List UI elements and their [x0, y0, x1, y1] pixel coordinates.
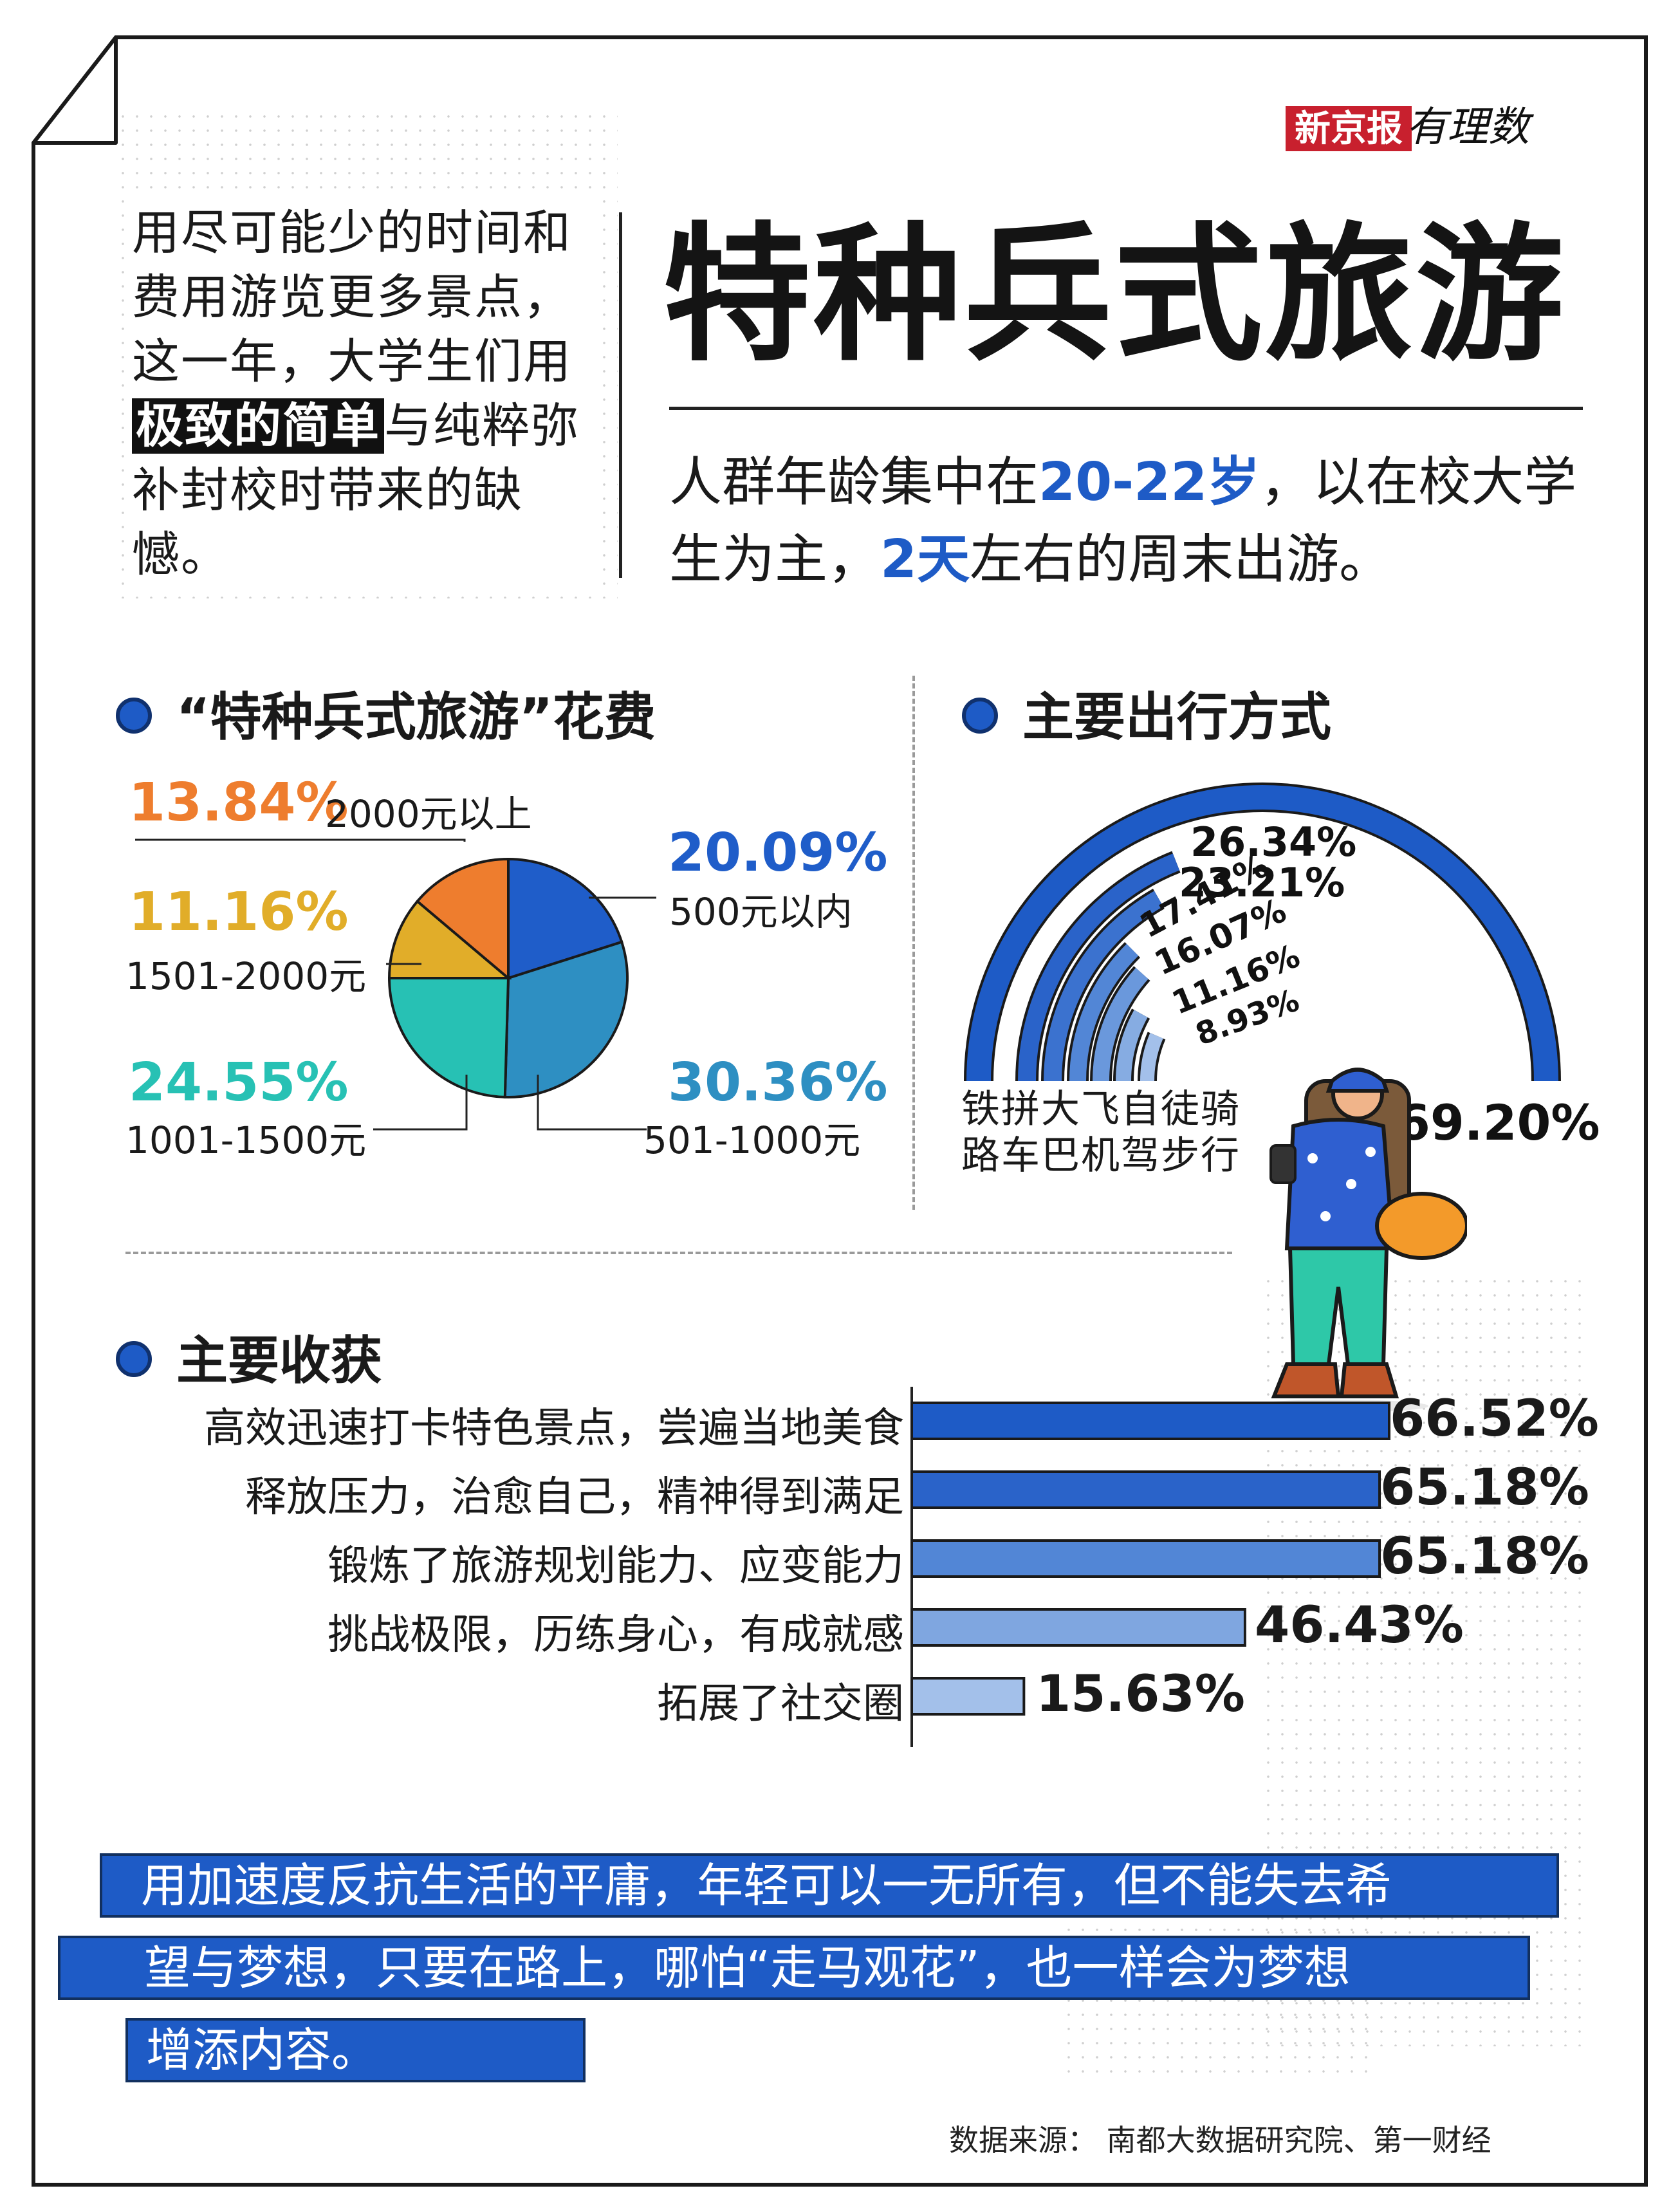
transport-label-自驾: 自驾: [1121, 1087, 1159, 1178]
pie-label-2000plus: 2000元以上: [325, 792, 532, 836]
subtitle-days: 2天: [880, 529, 970, 590]
gains-label-1: 高效迅速打卡特色景点，尝遍当地美食: [204, 1405, 904, 1452]
bullet-icon: [116, 1341, 152, 1378]
intro-highlight: 极致的简单: [132, 398, 384, 454]
brand-sub-logo: 有理数: [1406, 104, 1529, 151]
pie-label-1501-2000: 1501-2000元: [125, 954, 367, 998]
transport-label-铁路: 铁路: [961, 1087, 1000, 1178]
transport-arc-1: [1018, 853, 1180, 1082]
transport-value-铁路: 69.20%: [1396, 1094, 1600, 1151]
pie-slice-2: [387, 977, 510, 1098]
section-title-cost: “特种兵式旅游”花费: [116, 676, 656, 750]
section-title-gains-text: 主要收获: [176, 1331, 382, 1391]
section-title-transport-text: 主要出行方式: [1022, 687, 1331, 747]
quote-line-1: 用加速度反抗生活的平庸，年轻可以一无所有，但不能失去希: [100, 1853, 1559, 1918]
intro-text: 用尽可能少的时间和费用游览更多景点，这一年，大学生们用极致的简单与纯粹弥补封校时…: [132, 201, 595, 587]
transport-label-拼车: 拼车: [1001, 1087, 1040, 1178]
section-title-transport: 主要出行方式: [962, 676, 1331, 750]
gains-bar-2: [910, 1470, 1381, 1509]
vertical-divider: [912, 676, 915, 1210]
gains-bar-3: [910, 1539, 1381, 1578]
pie-value-501-1000: 30.36%: [668, 1052, 888, 1113]
transport-label-飞机: 飞机: [1081, 1087, 1120, 1178]
gains-value-3: 65.18%: [1380, 1528, 1589, 1586]
transport-arc-6: [1140, 1033, 1163, 1082]
transport-arc-3: [1069, 943, 1139, 1082]
pie-label-1001-1500: 1001-1500元: [125, 1118, 367, 1162]
pie-label-501-1000: 501-1000元: [643, 1118, 861, 1162]
intro-divider: [619, 212, 622, 578]
pie-slice-0: [507, 857, 623, 980]
gains-bar-5: [910, 1677, 1026, 1716]
bullet-icon: [962, 698, 998, 734]
duffel-bag-icon: [1375, 1192, 1467, 1260]
gains-value-2: 65.18%: [1380, 1459, 1589, 1517]
brand-logo: 新京报: [1286, 106, 1412, 151]
gains-label-5: 拓展了社交圈: [657, 1680, 904, 1728]
subtitle-part2: ，以在校大学生为主，: [669, 452, 1577, 590]
title-underline: [669, 407, 1583, 410]
transport-label-骑行: 骑行: [1201, 1087, 1239, 1178]
page-title: 特种兵式旅游: [663, 210, 1567, 382]
pie-value-2000plus: 13.84%: [129, 772, 349, 833]
section-title-cost-text: “特种兵式旅游”花费: [176, 687, 656, 747]
gains-value-1: 66.52%: [1390, 1390, 1599, 1448]
transport-label-大巴: 大巴: [1041, 1087, 1080, 1178]
traveler-illustration: [1248, 1068, 1467, 1412]
subtitle-part1: 人群年龄集中在: [669, 452, 1039, 513]
transport-arc-5: [1116, 1010, 1148, 1082]
pie-value-1001-1500: 24.55%: [129, 1052, 349, 1113]
gains-bar-1: [910, 1402, 1390, 1440]
gains-label-2: 释放压力，治愈自己，精神得到满足: [245, 1474, 904, 1521]
pie-label-500: 500元以内: [669, 890, 853, 934]
transport-label-徒步: 徒步: [1161, 1087, 1199, 1178]
phone-icon: [1269, 1144, 1297, 1184]
pie-value-1501-2000: 11.16%: [129, 882, 349, 943]
pie-slice-4: [415, 857, 510, 981]
gains-bar-4: [910, 1608, 1246, 1647]
gains-value-4: 46.43%: [1255, 1597, 1464, 1654]
pie-slice-1: [503, 940, 629, 1098]
gains-value-5: 15.63%: [1036, 1665, 1245, 1723]
data-source: 数据来源： 南都大数据研究院、第一财经: [949, 2123, 1491, 2158]
horizontal-divider: [125, 1252, 1232, 1254]
leader-line-1000: [537, 1075, 647, 1131]
section-title-gains: 主要收获: [116, 1319, 382, 1394]
transport-value-大巴: 23.21%: [1179, 859, 1345, 906]
gains-label-3: 锻炼了旅游规划能力、应变能力: [328, 1542, 904, 1590]
transport-arc-0: [966, 785, 1558, 1082]
subtitle: 人群年龄集中在20-22岁，以在校大学生为主，2天左右的周末出游。: [669, 444, 1609, 598]
leader-line-1500: [373, 1075, 468, 1131]
transport-arc-2: [1044, 891, 1163, 1082]
transport-arc-4: [1093, 968, 1149, 1082]
bullet-icon: [116, 698, 152, 734]
pie-slice-3: [387, 899, 512, 979]
intro-before: 用尽可能少的时间和费用游览更多景点，这一年，大学生们用: [132, 205, 572, 389]
transport-value-拼车: 26.34%: [1190, 819, 1357, 866]
leader-line-2000plus: [135, 838, 466, 842]
quote-line-2: 望与梦想，只要在路上，哪怕“走马观花”，也一样会为梦想: [58, 1936, 1530, 2000]
intro-after: 与纯粹弥补封校时带来的缺憾。: [132, 398, 580, 582]
pie-value-500: 20.09%: [668, 822, 888, 884]
intro-backdrop: [125, 196, 602, 589]
subtitle-age: 20-22岁: [1038, 452, 1260, 513]
gains-label-4: 挑战极限，历练身心，有成就感: [328, 1611, 904, 1659]
subtitle-part3: 左右的周末出游。: [970, 529, 1392, 590]
quote-line-3: 增添内容。: [125, 2018, 586, 2082]
